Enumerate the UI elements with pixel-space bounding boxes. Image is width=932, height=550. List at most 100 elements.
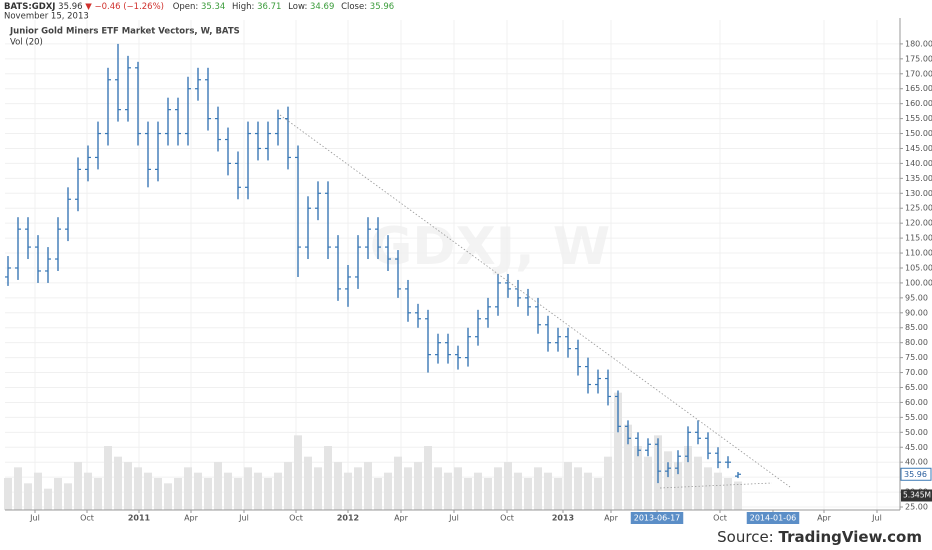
x-tick-label: Apr xyxy=(817,514,832,523)
volume-bar xyxy=(134,467,142,510)
volume-bar xyxy=(384,472,392,510)
high-value: 36.71 xyxy=(257,2,281,12)
volume-bar xyxy=(224,472,232,510)
source-name: TradingView.com xyxy=(779,528,922,546)
volume-bar xyxy=(364,462,372,510)
last-price: 35.96 xyxy=(58,2,82,12)
volume-bar xyxy=(4,478,12,510)
y-tick-label: 80.00 xyxy=(905,338,928,347)
volume-bar xyxy=(154,478,162,510)
y-tick-label: 55.00 xyxy=(905,413,928,422)
volume-bar xyxy=(204,478,212,510)
volume-bar xyxy=(164,483,172,510)
x-tick-label: Oct xyxy=(289,514,303,523)
y-tick-label: 130.00 xyxy=(905,189,932,198)
volume-bar xyxy=(424,446,432,510)
y-tick-label: 165.00 xyxy=(905,84,932,93)
volume-bar xyxy=(634,446,642,510)
volume-bar xyxy=(114,456,122,510)
volume-bar xyxy=(594,478,602,510)
volume-bar xyxy=(624,424,632,510)
volume-bar xyxy=(34,472,42,510)
x-tick-label: 2014-01-06 xyxy=(750,514,797,523)
volume-bar xyxy=(564,462,572,510)
volume-bar xyxy=(234,478,242,510)
y-tick-label: 115.00 xyxy=(905,234,932,243)
volume-bar xyxy=(264,478,272,510)
volume-bar xyxy=(44,488,52,510)
volume-bar xyxy=(184,467,192,510)
date: November 15, 2013 xyxy=(4,12,89,22)
y-tick-label: 150.00 xyxy=(905,129,932,138)
header-line: BATS:GDXJ 35.96 ▼ −0.46 (−1.26%) Open: 3… xyxy=(4,2,394,12)
y-tick-label: 75.00 xyxy=(905,353,928,362)
volume-bar xyxy=(574,467,582,510)
change: −0.46 (−1.26%) xyxy=(94,2,164,12)
volume-bar xyxy=(64,483,72,510)
volume-bar xyxy=(244,467,252,510)
volume-bar xyxy=(314,467,322,510)
plot xyxy=(4,20,900,510)
volume-bar xyxy=(284,462,292,510)
y-tick-label: 170.00 xyxy=(905,69,932,78)
volume-bar xyxy=(254,472,262,510)
symbol: BATS:GDXJ xyxy=(4,2,55,12)
x-tick-label: Jul xyxy=(238,514,249,523)
volume-bar xyxy=(84,472,92,510)
x-tick-label: Oct xyxy=(80,514,94,523)
y-tick-label: 65.00 xyxy=(905,383,928,392)
volume-label-box xyxy=(901,489,932,502)
volume-bar xyxy=(434,467,442,510)
x-tick-label: Jul xyxy=(29,514,40,523)
low-label: Low: xyxy=(288,2,307,12)
volume-bar xyxy=(394,456,402,510)
volume-bar xyxy=(414,462,422,510)
volume-bar xyxy=(674,462,682,510)
volume-bar xyxy=(604,456,612,510)
y-tick-label: 70.00 xyxy=(905,368,928,377)
y-tick-label: 100.00 xyxy=(905,278,932,287)
volume-bar xyxy=(94,478,102,510)
y-tick-label: 180.00 xyxy=(905,39,932,48)
volume-bar xyxy=(514,472,522,510)
y-tick-label: 120.00 xyxy=(905,219,932,228)
y-tick-label: 25.00 xyxy=(905,503,928,512)
volume-bar xyxy=(194,472,202,510)
y-tick-label: 175.00 xyxy=(905,54,932,63)
y-tick-label: 145.00 xyxy=(905,144,932,153)
y-tick-label: 90.00 xyxy=(905,308,928,317)
volume-bar xyxy=(464,478,472,510)
volume-bar xyxy=(374,478,382,510)
y-tick-label: 85.00 xyxy=(905,323,928,332)
volume-study: Vol (20) xyxy=(10,38,43,48)
y-tick-label: 45.00 xyxy=(905,443,928,452)
x-tick-label: Oct xyxy=(713,514,727,523)
last-price-label: 35.96 xyxy=(904,470,927,479)
volume-bar xyxy=(174,478,182,510)
y-tick-label: 95.00 xyxy=(905,293,928,302)
open-label: Open: xyxy=(173,2,199,12)
volume-bar xyxy=(704,467,712,510)
volume-label: 5.345M xyxy=(903,490,931,499)
volume-bar xyxy=(124,462,132,510)
x-tick-label: Oct xyxy=(500,514,514,523)
volume-bar xyxy=(144,472,152,510)
y-tick-label: 160.00 xyxy=(905,99,932,108)
volume-bar xyxy=(24,483,32,510)
high-label: High: xyxy=(232,2,254,12)
volume-bar xyxy=(724,478,732,510)
y-tick-label: 105.00 xyxy=(905,263,932,272)
volume-bar xyxy=(474,472,482,510)
volume-bar xyxy=(454,467,462,510)
x-tick-label: Apr xyxy=(184,514,199,523)
watermark: GDXJ, W xyxy=(370,217,611,277)
close-value: 35.96 xyxy=(370,2,394,12)
y-tick-label: 50.00 xyxy=(905,428,928,437)
y-tick-label: 140.00 xyxy=(905,159,932,168)
volume-bar xyxy=(354,467,362,510)
volume-bar xyxy=(554,478,562,510)
volume-bar xyxy=(494,467,502,510)
x-tick-label: 2011 xyxy=(128,514,151,523)
